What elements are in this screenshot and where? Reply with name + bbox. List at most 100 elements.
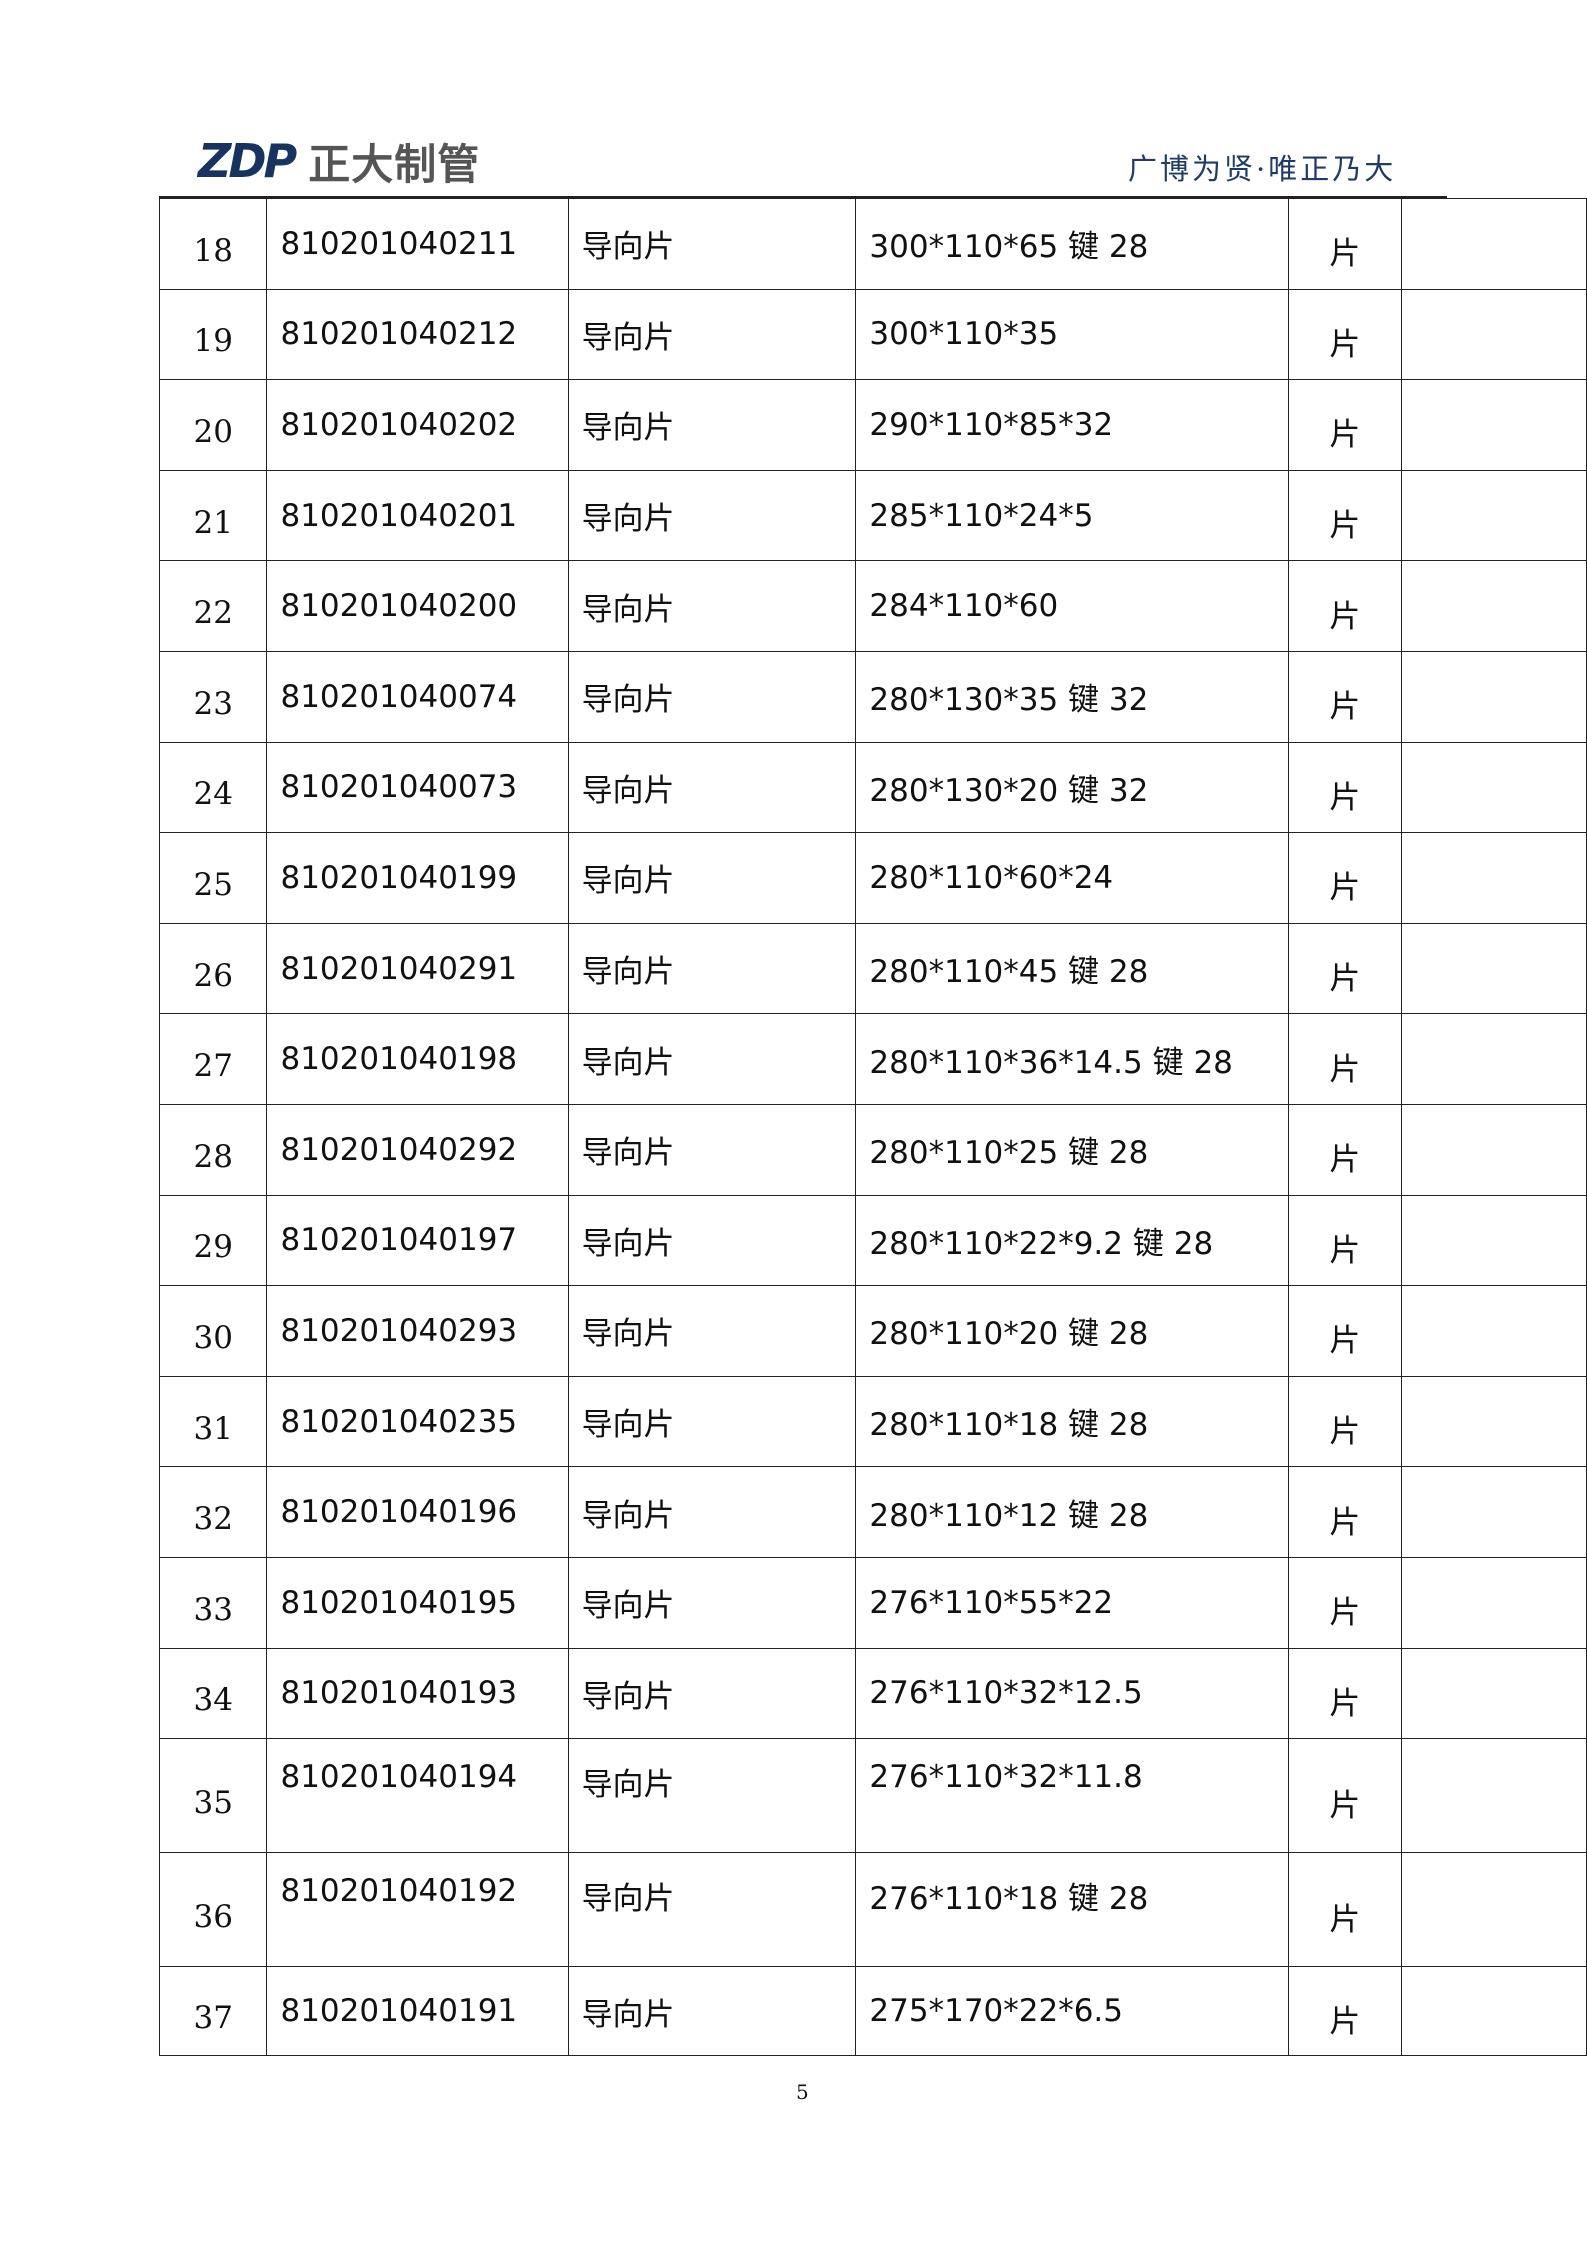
logo-mark: ZDP bbox=[198, 134, 297, 188]
part-spec-cell: 280*110*20 键 28 bbox=[855, 1285, 1289, 1377]
remark-cell bbox=[1400, 1556, 1587, 1649]
part-name-cell: 导向片 bbox=[567, 1103, 857, 1196]
row-number-cell: 29 bbox=[158, 1194, 268, 1287]
table-row: 36 810201040192 导向片 276*110*18 键 28 片 bbox=[158, 1852, 1587, 1968]
remark-cell bbox=[1400, 832, 1587, 924]
unit-cell: 片 bbox=[1287, 560, 1402, 652]
table-row: 32 810201040196 导向片 280*110*12 键 28 片 bbox=[158, 1466, 1587, 1558]
part-name-cell: 导向片 bbox=[567, 560, 857, 652]
parts-table: 18 810201040211 导向片 300*110*65 键 28 片 19 81020… bbox=[158, 198, 1587, 2057]
part-spec-cell: 280*130*20 键 32 bbox=[855, 741, 1289, 834]
header-divider bbox=[159, 196, 1447, 198]
part-spec-cell: 280*110*36*14.5 键 28 bbox=[855, 1013, 1289, 1105]
remark-cell bbox=[1400, 1194, 1587, 1287]
remark-cell bbox=[1400, 1647, 1587, 1740]
table-row: 33 810201040195 导向片 276*110*55*22 片 bbox=[158, 1556, 1587, 1649]
unit-cell: 片 bbox=[1287, 1375, 1402, 1468]
tagline: 广博为贤·唯正乃大 bbox=[1128, 152, 1397, 186]
remark-cell bbox=[1400, 1103, 1587, 1196]
part-code-cell: 810201040073 bbox=[266, 741, 569, 834]
remark-cell bbox=[1400, 1013, 1587, 1105]
part-name-cell: 导向片 bbox=[567, 832, 857, 924]
part-spec-cell: 280*110*45 键 28 bbox=[855, 922, 1289, 1015]
table-row: 34 810201040193 导向片 276*110*32*12.5 片 bbox=[158, 1647, 1587, 1740]
part-name-cell: 导向片 bbox=[567, 1852, 857, 1968]
part-name-cell: 导向片 bbox=[567, 922, 857, 1015]
row-number-cell: 23 bbox=[158, 650, 268, 743]
table-row: 35 810201040194 导向片 276*110*32*11.8 片 bbox=[158, 1738, 1587, 1854]
remark-cell bbox=[1400, 1375, 1587, 1468]
unit-cell: 片 bbox=[1287, 1852, 1402, 1968]
part-code-cell: 810201040193 bbox=[266, 1647, 569, 1740]
remark-cell bbox=[1400, 922, 1587, 1015]
row-number-cell: 33 bbox=[158, 1556, 268, 1649]
unit-cell: 片 bbox=[1287, 1194, 1402, 1287]
part-name-cell: 导向片 bbox=[567, 1966, 857, 2057]
part-spec-cell: 300*110*35 bbox=[855, 288, 1289, 381]
part-name-cell: 导向片 bbox=[567, 1194, 857, 1287]
unit-cell: 片 bbox=[1287, 198, 1402, 290]
part-name-cell: 导向片 bbox=[567, 288, 857, 381]
part-spec-cell: 290*110*85*32 bbox=[855, 379, 1289, 471]
part-code-cell: 810201040198 bbox=[266, 1013, 569, 1105]
part-code-cell: 810201040194 bbox=[266, 1738, 569, 1854]
part-code-cell: 810201040191 bbox=[266, 1966, 569, 2057]
part-spec-cell: 280*110*60*24 bbox=[855, 832, 1289, 924]
part-code-cell: 810201040195 bbox=[266, 1556, 569, 1649]
part-name-cell: 导向片 bbox=[567, 650, 857, 743]
part-code-cell: 810201040197 bbox=[266, 1194, 569, 1287]
unit-cell: 片 bbox=[1287, 469, 1402, 562]
part-name-cell: 导向片 bbox=[567, 198, 857, 290]
part-code-cell: 810201040200 bbox=[266, 560, 569, 652]
table-row: 18 810201040211 导向片 300*110*65 键 28 片 bbox=[158, 198, 1587, 290]
part-name-cell: 导向片 bbox=[567, 1647, 857, 1740]
table-row: 37 810201040191 导向片 275*170*22*6.5 片 bbox=[158, 1966, 1587, 2057]
logo-text: 正大制管 bbox=[308, 139, 481, 189]
unit-cell: 片 bbox=[1287, 1738, 1402, 1854]
remark-cell bbox=[1400, 198, 1587, 290]
part-spec-cell: 280*130*35 键 32 bbox=[855, 650, 1289, 743]
table-row: 26 810201040291 导向片 280*110*45 键 28 片 bbox=[158, 922, 1587, 1015]
remark-cell bbox=[1400, 1966, 1587, 2057]
remark-cell bbox=[1400, 1852, 1587, 1968]
remark-cell bbox=[1400, 1285, 1587, 1377]
part-code-cell: 810201040211 bbox=[266, 198, 569, 290]
remark-cell bbox=[1400, 741, 1587, 834]
part-name-cell: 导向片 bbox=[567, 1556, 857, 1649]
part-name-cell: 导向片 bbox=[567, 741, 857, 834]
unit-cell: 片 bbox=[1287, 1966, 1402, 2057]
part-name-cell: 导向片 bbox=[567, 469, 857, 562]
company-logo: ZDP 正大制管 bbox=[198, 134, 480, 189]
part-code-cell: 810201040291 bbox=[266, 922, 569, 1015]
row-number-cell: 18 bbox=[158, 198, 268, 290]
table-row: 28 810201040292 导向片 280*110*25 键 28 片 bbox=[158, 1103, 1587, 1196]
row-number-cell: 24 bbox=[158, 741, 268, 834]
part-code-cell: 810201040292 bbox=[266, 1103, 569, 1196]
remark-cell bbox=[1400, 1466, 1587, 1558]
unit-cell: 片 bbox=[1287, 922, 1402, 1015]
page-number: 5 bbox=[796, 2080, 809, 2104]
part-code-cell: 810201040201 bbox=[266, 469, 569, 562]
table-row: 22 810201040200 导向片 284*110*60 片 bbox=[158, 560, 1587, 652]
part-code-cell: 810201040074 bbox=[266, 650, 569, 743]
remark-cell bbox=[1400, 288, 1587, 381]
unit-cell: 片 bbox=[1287, 1556, 1402, 1649]
table-row: 19 810201040212 导向片 300*110*35 片 bbox=[158, 288, 1587, 381]
remark-cell bbox=[1400, 650, 1587, 743]
part-code-cell: 810201040212 bbox=[266, 288, 569, 381]
table-row: 29 810201040197 导向片 280*110*22*9.2 键 28 片 bbox=[158, 1194, 1587, 1287]
part-name-cell: 导向片 bbox=[567, 1738, 857, 1854]
unit-cell: 片 bbox=[1287, 1285, 1402, 1377]
row-number-cell: 32 bbox=[158, 1466, 268, 1558]
part-spec-cell: 280*110*25 键 28 bbox=[855, 1103, 1289, 1196]
unit-cell: 片 bbox=[1287, 1103, 1402, 1196]
table-row: 23 810201040074 导向片 280*130*35 键 32 片 bbox=[158, 650, 1587, 743]
part-name-cell: 导向片 bbox=[567, 379, 857, 471]
part-spec-cell: 276*110*32*12.5 bbox=[855, 1647, 1289, 1740]
remark-cell bbox=[1400, 469, 1587, 562]
row-number-cell: 21 bbox=[158, 469, 268, 562]
row-number-cell: 30 bbox=[158, 1285, 268, 1377]
row-number-cell: 27 bbox=[158, 1013, 268, 1105]
row-number-cell: 19 bbox=[158, 288, 268, 381]
part-spec-cell: 276*110*55*22 bbox=[855, 1556, 1289, 1649]
